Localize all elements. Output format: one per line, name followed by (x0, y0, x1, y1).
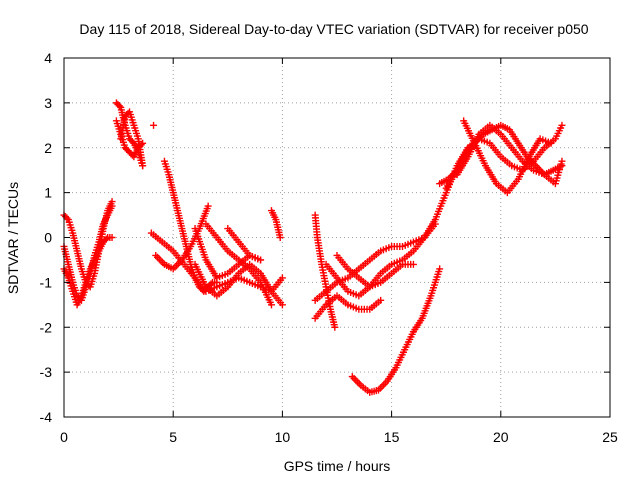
data-point-marker (102, 235, 110, 243)
x-tick-label: 20 (493, 429, 509, 445)
data-point-marker (128, 138, 136, 146)
x-tick-label: 25 (602, 429, 618, 445)
y-tick-label: -3 (40, 364, 53, 380)
y-tick-label: -2 (40, 319, 53, 335)
data-point-marker (108, 202, 116, 210)
data-point-marker (331, 323, 339, 331)
data-point-marker (278, 301, 286, 309)
y-tick-label: -4 (40, 409, 53, 425)
y-tick-label: 2 (44, 140, 52, 156)
data-point-marker (108, 234, 116, 241)
tick-layer: 0 5 10 15 20 25 -4 -3 -2 -1 0 1 2 3 4 (40, 50, 618, 445)
data-point-marker (150, 121, 158, 129)
series-track-t (333, 251, 417, 291)
series-track-l (191, 260, 286, 309)
series-track-g (150, 121, 158, 129)
data-point-marker (139, 162, 147, 170)
series-track-o (267, 207, 284, 241)
data-point-marker (63, 214, 71, 222)
y-tick-label: 0 (44, 230, 52, 246)
y-tick-label: 3 (44, 95, 52, 111)
series-track-x (453, 121, 566, 188)
x-axis-label: GPS time / hours (284, 458, 391, 474)
data-point-marker (267, 301, 275, 309)
data-point-marker (204, 202, 212, 210)
series-track-m (202, 220, 275, 309)
data-point-marker (115, 102, 123, 110)
data-point-marker (276, 234, 284, 241)
data-point-marker (257, 256, 265, 264)
data-point-marker (409, 260, 417, 268)
y-tick-label: 4 (44, 50, 52, 66)
series-track-n (224, 225, 265, 264)
data-point-marker (139, 139, 147, 147)
chart-title: Day 115 of 2018, Sidereal Day-to-day VTE… (79, 21, 588, 37)
series-track-u (348, 265, 444, 396)
y-axis-label: SDTVAR / TECUs (5, 182, 21, 294)
data-point-marker (558, 157, 566, 165)
x-tick-label: 5 (169, 429, 177, 445)
data-point-marker (431, 220, 439, 228)
series-track-y (460, 117, 555, 197)
y-tick-label: -1 (40, 274, 53, 290)
series-track-r (311, 292, 385, 322)
data-point-marker (377, 296, 385, 304)
data-point-marker (547, 139, 555, 147)
data-point-marker (278, 274, 286, 282)
data-point-marker (558, 121, 566, 129)
x-tick-label: 15 (384, 429, 400, 445)
y-tick-label: 1 (44, 185, 52, 201)
x-tick-label: 10 (275, 429, 291, 445)
x-tick-label: 0 (60, 429, 68, 445)
data-point-marker (436, 265, 444, 273)
data-layer (60, 99, 566, 396)
series-track-f (117, 108, 147, 170)
